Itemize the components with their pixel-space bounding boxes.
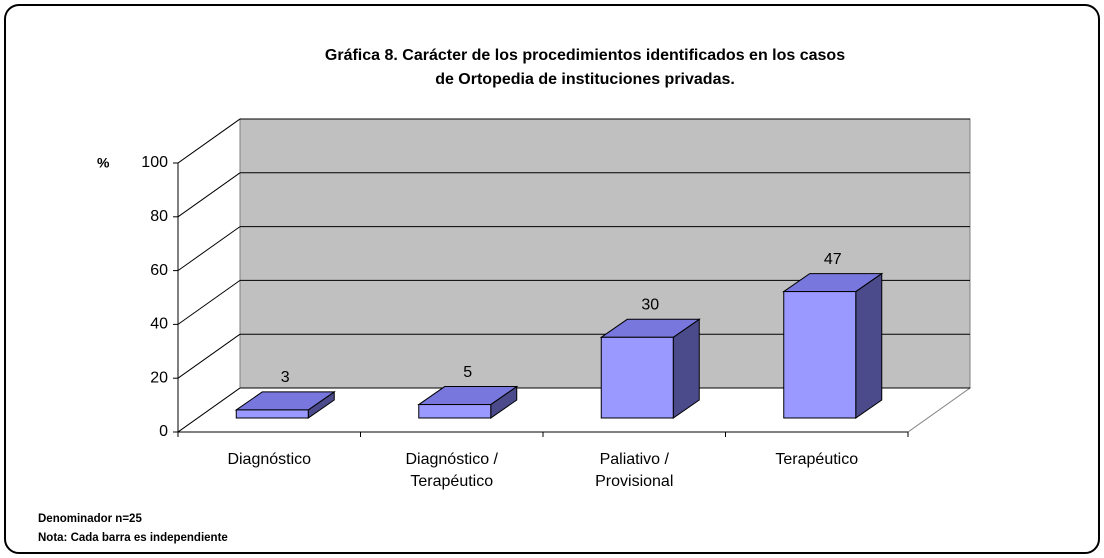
bar bbox=[600, 336, 674, 419]
grid-line bbox=[177, 172, 241, 218]
grid-line bbox=[177, 226, 241, 272]
chart-title: Gráfica 8. Carácter de los procedimiento… bbox=[325, 47, 845, 64]
bar bbox=[235, 409, 309, 419]
chart-title: de Ortopedia de instituciones privadas. bbox=[435, 71, 735, 88]
grid-line bbox=[177, 279, 241, 325]
grid-line bbox=[177, 333, 241, 379]
y-tick-label: 40 bbox=[150, 316, 168, 333]
y-tick-label: 60 bbox=[150, 262, 168, 279]
bar-side bbox=[855, 272, 883, 419]
bar bbox=[783, 291, 857, 419]
data-label: 30 bbox=[641, 297, 659, 314]
y-tick-label: 80 bbox=[150, 208, 168, 225]
x-tick-label: Paliativo / bbox=[600, 451, 670, 468]
y-tick-label: 20 bbox=[150, 369, 168, 386]
y-tick-label: 0 bbox=[159, 423, 168, 440]
y-tick-label: 100 bbox=[141, 154, 168, 171]
x-tick-label: Provisional bbox=[595, 473, 673, 490]
x-tick-label: Diagnóstico bbox=[227, 451, 311, 468]
note: Denominador n=25 bbox=[38, 513, 142, 525]
grid-line bbox=[177, 387, 241, 433]
bar bbox=[418, 404, 492, 419]
x-tick-label: Terapéutico bbox=[775, 451, 858, 468]
note: Nota: Cada barra es independiente bbox=[38, 532, 228, 544]
data-label: 47 bbox=[824, 251, 842, 268]
grid-line bbox=[177, 118, 241, 164]
x-tick-label: Terapéutico bbox=[410, 473, 493, 490]
data-label: 5 bbox=[463, 364, 472, 381]
side-wall bbox=[177, 118, 241, 433]
x-tick-label: Diagnóstico / bbox=[406, 451, 499, 468]
data-label: 3 bbox=[281, 369, 290, 386]
y-axis-label: % bbox=[97, 155, 110, 171]
